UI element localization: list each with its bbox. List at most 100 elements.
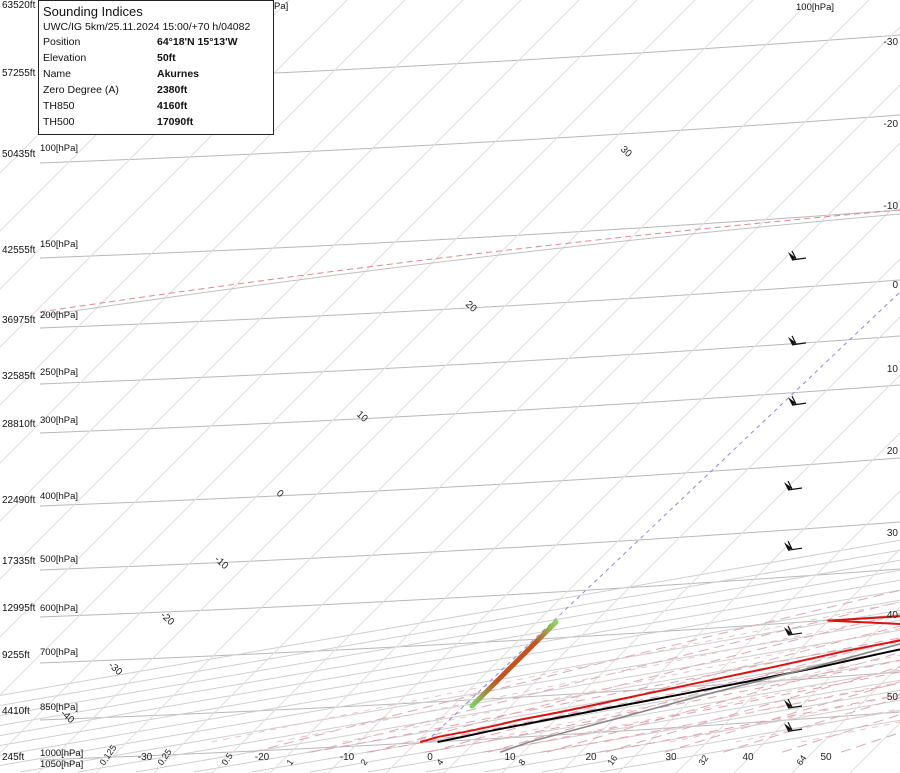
pressure-tick-label: 700[hPa] <box>40 647 78 658</box>
diagram-isotherm-label: -10 <box>212 554 230 572</box>
bottom-isotherm-label: -10 <box>340 752 355 763</box>
bottom-isotherm-label: 20 <box>585 752 597 763</box>
dry-adiabat <box>782 714 900 753</box>
diagonal-line <box>733 606 900 773</box>
mixing-ratio-label: 64 <box>794 753 808 767</box>
bottom-isotherm-label: -20 <box>255 752 270 763</box>
height-line <box>39 209 900 259</box>
bottom-isotherm-label: 50 <box>820 752 832 763</box>
pressure-tick-label: 400[hPa] <box>40 491 78 502</box>
zero-degree-isotherm <box>425 291 900 743</box>
isotherm-line <box>425 689 900 773</box>
altitude-tick-label: 42555ft <box>2 245 36 256</box>
index-value: 2380ft <box>157 84 188 96</box>
right-isotherm-label: -30 <box>884 37 899 48</box>
right-isotherm-label: 40 <box>887 610 899 621</box>
pressure-tick-label: 100[hPa] <box>40 143 78 154</box>
pressure-tick-label: 1000[hPa] <box>40 748 83 759</box>
isotherm-line <box>77 629 900 773</box>
bottom-isotherm-label: 10 <box>504 752 516 763</box>
wind-barb <box>784 721 803 732</box>
index-value: Akurnes <box>157 68 200 80</box>
mixing-ratio-line <box>539 668 900 743</box>
pressure-tick-label: 150[hPa] <box>40 239 78 250</box>
tropopause-line <box>39 209 900 313</box>
index-value: 17090ft <box>157 116 194 128</box>
diagram-isotherm-label: 20 <box>463 299 479 315</box>
right-isotherm-label: -10 <box>884 201 899 212</box>
right-isotherm-label: 30 <box>887 528 899 539</box>
diagonal-line <box>0 0 580 580</box>
mixing-ratio-label: 16 <box>605 753 619 767</box>
mixing-ratio-line <box>735 708 900 743</box>
moist-adiabat <box>308 637 900 753</box>
height-line <box>39 457 900 507</box>
pressure-tick-label: 850[hPa] <box>40 702 78 713</box>
diagonal-line <box>95 0 870 773</box>
bottom-isotherm-label: -30 <box>138 752 153 763</box>
mixing-ratio-label: 1 <box>284 757 295 767</box>
index-row-name: Name Akurnes <box>39 66 273 82</box>
wind-barb <box>788 335 807 346</box>
diagram-isotherm-label: 10 <box>354 409 370 425</box>
altitude-tick-label: 4410ft <box>2 706 30 717</box>
tropopause-line <box>39 213 900 317</box>
wind-barb <box>784 698 803 709</box>
isotherm-line <box>193 649 900 773</box>
height-line <box>39 614 900 664</box>
altitude-tick-label: 9255ft <box>2 650 30 661</box>
wind-barb <box>788 395 807 406</box>
moist-adiabat <box>598 694 900 753</box>
index-value: 64°18'N 15°13'W <box>157 36 238 48</box>
height-line <box>39 671 900 721</box>
height-line <box>39 114 900 164</box>
diagonal-line <box>211 84 900 773</box>
pressure-tick-label: 500[hPa] <box>40 554 78 565</box>
bottom-isotherm-label: 30 <box>665 752 677 763</box>
mixing-ratio-line <box>604 681 900 743</box>
dry-adiabat <box>723 697 900 753</box>
altitude-tick-label: 32585ft <box>2 371 36 382</box>
mixing-ratio-line <box>276 614 900 743</box>
sounding-traces <box>419 615 900 753</box>
dewpoint-trace <box>419 615 900 743</box>
right-isotherm-label: -20 <box>884 119 899 130</box>
altitude-tick-label: 22490ft <box>2 495 36 506</box>
diagonal-line <box>617 490 900 773</box>
isotherm-line <box>19 619 900 773</box>
index-key: TH850 <box>43 100 75 112</box>
altitude-tick-label: 17335ft <box>2 556 36 567</box>
pressure-tick-label: 1050[hPa] <box>40 759 83 770</box>
wind-barb <box>784 480 803 491</box>
moisture-layer-bar <box>469 619 559 709</box>
isotherm-line <box>541 709 900 773</box>
diagonal-line <box>0 0 754 754</box>
altitude-tick-label: 63520ft <box>2 0 36 11</box>
dry-adiabat <box>664 681 900 753</box>
index-value: 50ft <box>157 52 176 64</box>
height-line <box>39 335 900 385</box>
index-key: Position <box>43 36 81 48</box>
index-value: 4160ft <box>157 100 188 112</box>
diagonal-line <box>443 316 900 773</box>
diagonal-line <box>675 548 900 773</box>
diagram-isotherm-label: -30 <box>106 660 124 678</box>
right-isotherm-label: 10 <box>887 364 899 375</box>
diagonal-line <box>37 0 812 773</box>
pressure-tick-label: 300[hPa] <box>40 415 78 426</box>
mixing-ratio-line <box>342 628 900 743</box>
altitude-tick-label: 50435ft <box>2 149 36 160</box>
wind-barb <box>784 625 803 636</box>
mixing-ratio-line <box>211 601 900 743</box>
index-row-position: Position 64°18'N 15°13'W <box>39 34 273 50</box>
altitude-tick-label: 28810ft <box>2 419 36 430</box>
height-line <box>39 384 900 434</box>
diagonal-line <box>501 374 900 773</box>
